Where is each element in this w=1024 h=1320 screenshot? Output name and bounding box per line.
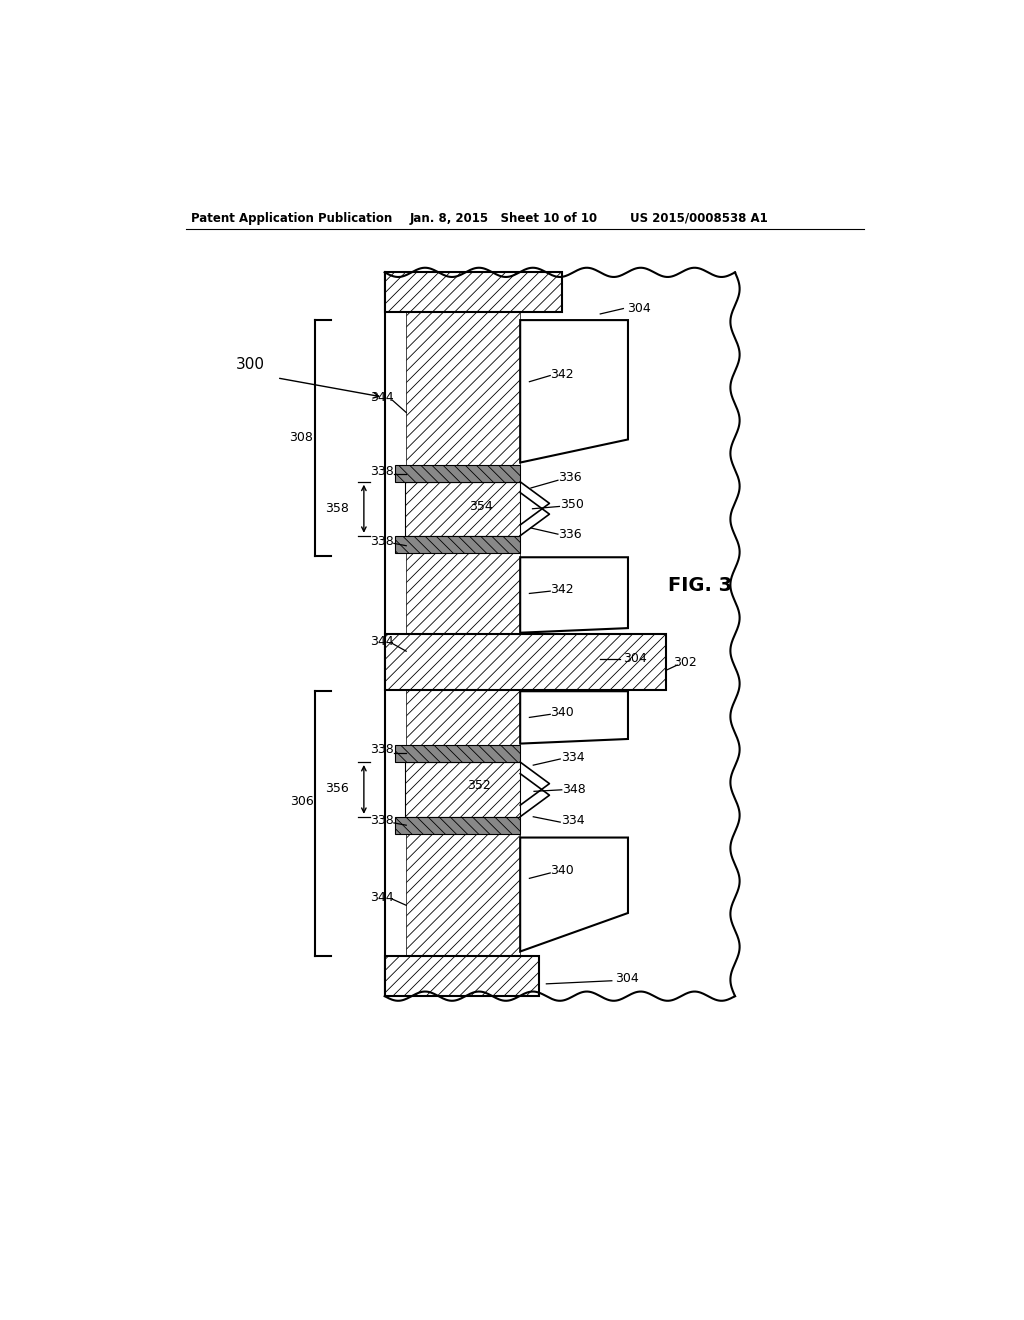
- Text: 340: 340: [550, 865, 573, 878]
- Text: US 2015/0008538 A1: US 2015/0008538 A1: [630, 213, 767, 224]
- Text: 348: 348: [562, 783, 586, 796]
- Text: 340: 340: [550, 706, 573, 719]
- Bar: [394, 465, 520, 482]
- Text: 304: 304: [615, 972, 639, 985]
- Bar: [385, 272, 562, 313]
- Text: 356: 356: [326, 781, 349, 795]
- Text: 344: 344: [370, 891, 393, 904]
- Text: 336: 336: [558, 528, 582, 541]
- Text: 308: 308: [290, 432, 313, 445]
- Text: 306: 306: [290, 795, 313, 808]
- Bar: [385, 956, 539, 997]
- Text: 352: 352: [468, 779, 492, 792]
- Text: 338: 338: [371, 814, 394, 828]
- Text: 354: 354: [469, 500, 493, 513]
- Text: 342: 342: [550, 583, 573, 597]
- Polygon shape: [520, 837, 628, 952]
- Bar: [394, 817, 520, 834]
- Text: 334: 334: [561, 751, 585, 764]
- Text: 344: 344: [370, 391, 393, 404]
- Polygon shape: [520, 557, 628, 632]
- Text: 334: 334: [561, 814, 585, 828]
- Bar: [394, 536, 520, 553]
- Bar: [407, 272, 520, 997]
- Bar: [404, 762, 520, 817]
- Text: FIG. 3: FIG. 3: [669, 577, 732, 595]
- Text: 304: 304: [627, 302, 650, 315]
- Text: 336: 336: [558, 471, 582, 484]
- Text: 338: 338: [371, 535, 394, 548]
- Text: 302: 302: [673, 656, 697, 669]
- Text: 338: 338: [371, 465, 394, 478]
- Text: Jan. 8, 2015   Sheet 10 of 10: Jan. 8, 2015 Sheet 10 of 10: [410, 213, 597, 224]
- Bar: [385, 635, 666, 689]
- Text: 358: 358: [326, 502, 349, 515]
- Text: 300: 300: [236, 358, 264, 372]
- Text: 350: 350: [560, 499, 584, 511]
- Text: 304: 304: [623, 652, 647, 665]
- Text: 344: 344: [370, 635, 393, 648]
- Text: 342: 342: [550, 367, 573, 380]
- Text: Patent Application Publication: Patent Application Publication: [190, 213, 392, 224]
- Text: 338: 338: [371, 743, 394, 756]
- Bar: [404, 482, 520, 536]
- Bar: [394, 744, 520, 762]
- Polygon shape: [520, 692, 628, 743]
- Polygon shape: [520, 321, 628, 462]
